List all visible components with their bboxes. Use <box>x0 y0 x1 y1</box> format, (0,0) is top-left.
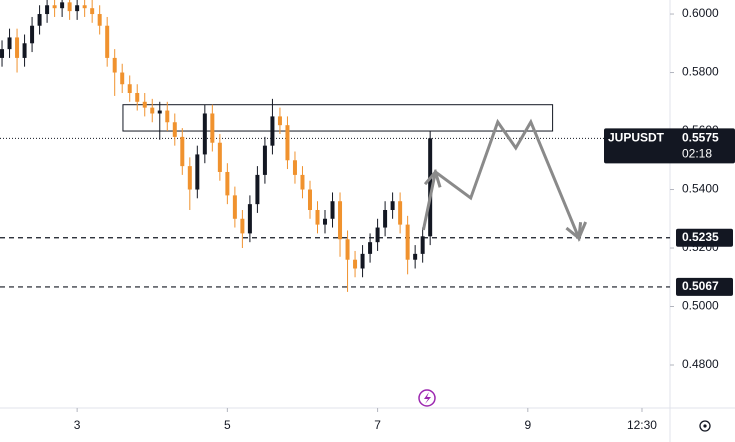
candle-body <box>338 201 343 240</box>
candle-body <box>135 93 140 102</box>
candle-body <box>398 201 403 225</box>
level-label: 0.5235 <box>682 230 719 244</box>
candle-body <box>383 209 388 228</box>
candle-body <box>187 166 192 190</box>
candle-body <box>30 25 35 44</box>
settings-gear[interactable] <box>699 420 711 432</box>
countdown-label: 02:18 <box>682 147 712 161</box>
candle-body <box>300 174 305 190</box>
candle-body <box>420 236 425 254</box>
candle-body <box>0 49 5 58</box>
candle-body <box>45 5 50 15</box>
candle-body <box>428 138 433 237</box>
candle-body <box>37 14 42 26</box>
candle-body <box>225 171 230 196</box>
candle-body <box>210 113 215 143</box>
candle-body <box>217 142 222 172</box>
candle-body <box>97 14 102 26</box>
event-icon[interactable] <box>418 389 436 407</box>
candle-body <box>22 43 27 58</box>
candle-body <box>142 101 147 108</box>
x-tick-label: 12:30 <box>627 418 657 432</box>
y-tick-label: 0.5400 <box>682 182 719 196</box>
candle-body <box>105 25 110 58</box>
symbol-label-box <box>604 128 735 164</box>
last-price-label: 0.5575 <box>682 131 719 145</box>
candle-body <box>127 84 132 94</box>
candle-body <box>120 72 125 85</box>
arrow-head <box>423 168 442 188</box>
x-tick-label: 5 <box>224 418 231 432</box>
candle-body <box>60 2 65 9</box>
x-tick-label: 7 <box>374 418 381 432</box>
candle-body <box>195 154 200 190</box>
x-tick-label: 9 <box>524 418 531 432</box>
candle-body <box>157 110 162 114</box>
x-tick-label: 3 <box>74 418 81 432</box>
y-tick-label: 0.5000 <box>682 299 719 313</box>
candle-body <box>307 189 312 210</box>
candle-body <box>90 8 95 15</box>
candle-body <box>202 113 207 155</box>
candle-body <box>270 116 275 146</box>
candle-body <box>7 37 12 50</box>
candle-body <box>262 145 267 175</box>
candle-body <box>240 218 245 234</box>
candle-body <box>255 174 260 205</box>
candle-body <box>82 5 87 9</box>
symbol-label: JUPUSDT <box>608 131 665 145</box>
candle-body <box>375 227 380 243</box>
candle-body <box>330 201 335 219</box>
candle-body <box>112 57 117 73</box>
level-label-box <box>676 277 733 296</box>
level-label-box <box>676 228 733 247</box>
candle-body <box>232 195 237 219</box>
zone-box <box>122 104 554 132</box>
candle-body <box>345 239 350 260</box>
candle-body <box>292 160 297 175</box>
y-tick-label: 0.5800 <box>682 65 719 79</box>
candle-body <box>315 209 320 225</box>
projection-path <box>421 118 588 242</box>
candle-body <box>67 2 72 12</box>
settings-dot[interactable] <box>703 424 707 428</box>
arrow-head <box>565 222 583 241</box>
candle-body <box>165 110 170 123</box>
candle-body <box>353 259 358 269</box>
candle-body <box>413 253 418 260</box>
candles <box>0 0 433 292</box>
candle-body <box>277 116 282 126</box>
candle-body <box>360 253 365 269</box>
candle-body <box>52 5 57 9</box>
candle-body <box>75 5 80 12</box>
settings-icon[interactable] <box>699 420 711 432</box>
y-tick-label: 0.6000 <box>682 6 719 20</box>
event-bolt[interactable] <box>424 392 431 404</box>
level-label: 0.5067 <box>682 279 719 293</box>
candle-body <box>172 122 177 137</box>
candle-body <box>15 37 20 58</box>
y-tick-label: 0.4800 <box>682 357 719 371</box>
candle-body <box>323 218 328 225</box>
candle-body <box>180 136 185 167</box>
candle-body <box>150 107 155 114</box>
candle-body <box>247 204 252 234</box>
candle-body <box>368 242 373 254</box>
candle-body <box>390 201 395 210</box>
candle-body <box>285 125 290 161</box>
candle-body <box>405 224 410 260</box>
